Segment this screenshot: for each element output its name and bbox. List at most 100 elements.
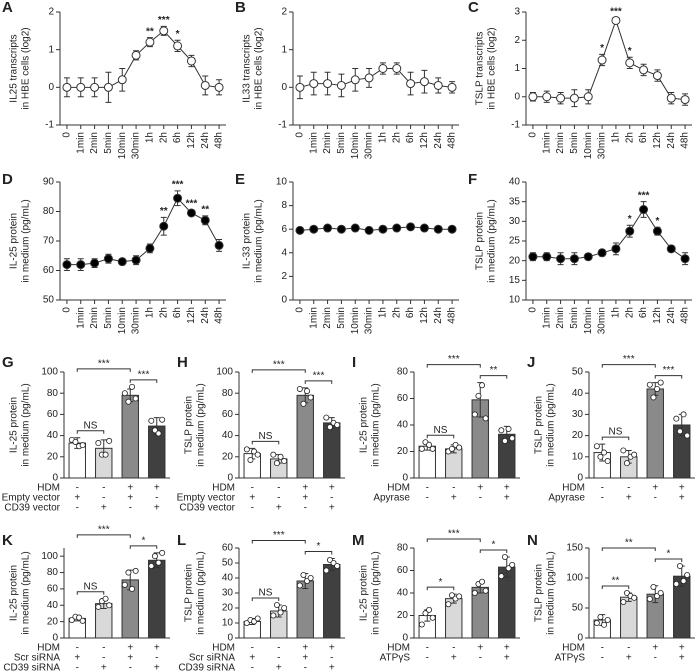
significance-label: ** <box>612 576 620 587</box>
data-point <box>498 427 505 434</box>
significance-label: *** <box>98 525 110 536</box>
significance-bracket <box>601 364 656 368</box>
data-point <box>76 82 86 92</box>
data-point <box>106 437 113 444</box>
condition-value: + <box>276 503 282 514</box>
y-tick-label: 35 <box>509 196 521 207</box>
x-tick-label: 6h <box>405 307 416 318</box>
condition-value: - <box>251 503 254 514</box>
y-tick-label: 0 <box>577 473 583 484</box>
data-point <box>680 411 687 418</box>
y-tick-label: 0 <box>281 295 287 306</box>
bar <box>148 559 166 639</box>
data-point <box>583 252 593 262</box>
y-axis-label: TSLP protein <box>534 396 545 454</box>
significance-bracket <box>76 368 131 372</box>
condition-value: + <box>127 483 133 494</box>
condition-label: Apyrase <box>548 493 585 504</box>
x-tick-label: 1min <box>541 132 552 154</box>
significance-label: *** <box>623 354 635 365</box>
panel-label: C <box>468 0 479 16</box>
data-point <box>623 460 630 467</box>
data-point <box>334 421 341 428</box>
data-point <box>304 388 311 395</box>
panel-label: M <box>352 532 365 549</box>
data-point <box>680 254 690 264</box>
panel-label: A <box>2 0 13 16</box>
y-tick-label: 4 <box>281 247 287 258</box>
x-tick-label: 1h <box>378 307 389 318</box>
x-tick-label: 2h <box>624 307 635 318</box>
condition-label: Apyrase <box>373 493 410 504</box>
data-point <box>611 244 621 254</box>
panel-label: K <box>2 532 13 549</box>
data-point <box>121 390 128 397</box>
data-point <box>631 451 638 458</box>
condition-label: HDM <box>212 643 235 654</box>
y-axis-label: in HBE cells (log2) <box>254 27 265 109</box>
significance-label: *** <box>663 365 675 376</box>
condition-value: + <box>154 503 160 514</box>
data-point <box>103 82 113 92</box>
y-tick-label: 0 <box>402 633 408 644</box>
condition-value: + <box>329 503 335 514</box>
data-point <box>680 578 687 585</box>
data-point <box>159 26 169 36</box>
significance-label: *** <box>638 190 650 201</box>
y-tick-label: 100 <box>41 367 58 378</box>
condition-value: + <box>504 493 510 504</box>
data-point <box>131 255 141 265</box>
panel-label: N <box>527 532 538 549</box>
y-axis-label: in medium (pg/mL) <box>371 551 382 634</box>
significance-bracket <box>654 558 683 562</box>
data-point <box>323 567 330 574</box>
condition-value: + <box>154 643 160 654</box>
significance-bracket <box>426 538 481 542</box>
y-axis-label: in medium (pg/mL) <box>196 383 207 466</box>
y-tick-label: 40 <box>397 420 409 431</box>
significance-label: ** <box>160 206 168 217</box>
data-point <box>448 445 455 452</box>
data-point <box>155 559 162 566</box>
y-tick-label: 30 <box>222 588 234 599</box>
y-axis-label: in medium (pg/mL) <box>371 383 382 466</box>
condition-value: - <box>452 483 455 494</box>
condition-label: HDM <box>37 643 60 654</box>
x-tick-label: 10min <box>117 132 128 159</box>
condition-value: - <box>102 493 105 504</box>
condition-value: - <box>426 493 429 504</box>
significance-bracket <box>251 597 280 601</box>
data-point <box>597 248 607 258</box>
significance-label: NS <box>259 588 273 599</box>
x-tick-label: 6h <box>638 307 649 318</box>
data-point <box>243 446 250 453</box>
data-point <box>90 82 100 92</box>
condition-value: + <box>504 653 510 664</box>
condition-value: + <box>679 653 685 664</box>
y-axis-label: IL-25 protein <box>359 397 370 453</box>
condition-value: + <box>652 483 658 494</box>
y-axis-label: TSLP protein <box>184 564 195 622</box>
data-point <box>528 92 538 102</box>
significance-bracket <box>601 436 630 441</box>
data-point <box>542 252 552 262</box>
significance-label: * <box>628 46 632 57</box>
y-tick-label: 40 <box>47 600 59 611</box>
condition-label: HDM <box>562 483 585 494</box>
significance-bracket <box>129 545 158 549</box>
data-point <box>426 441 433 448</box>
x-tick-label: 24h <box>433 307 444 324</box>
condition-label: CD39 vector <box>179 503 235 514</box>
condition-label: CD39 siRNA <box>178 663 235 671</box>
significance-label: *** <box>610 6 622 17</box>
condition-value: + <box>127 493 133 504</box>
data-point <box>593 620 600 627</box>
y-tick-label: 0 <box>52 633 58 644</box>
y-axis-label: in medium (pg/mL) <box>546 383 557 466</box>
data-point <box>556 93 566 103</box>
data-point <box>132 567 139 574</box>
data-point <box>295 82 305 92</box>
y-axis-label: IL-25 protein <box>9 565 20 621</box>
y-tick-label: 3 <box>514 7 520 18</box>
significance-bracket <box>654 375 683 379</box>
